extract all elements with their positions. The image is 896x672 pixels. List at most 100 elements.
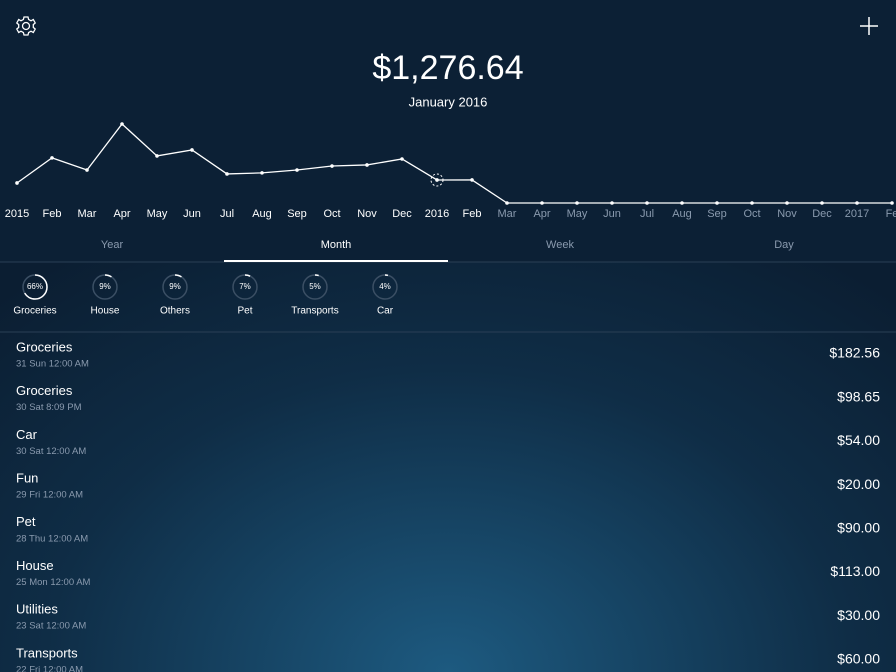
transaction-date: 23 Sat 12:00 AM	[16, 621, 86, 632]
transaction-row[interactable]	[0, 380, 896, 423]
trend-point[interactable]	[365, 163, 369, 167]
transaction-date: 31 Sun 12:00 AM	[16, 359, 89, 370]
timeline-label[interactable]: 2015	[5, 208, 29, 220]
ring-progress[interactable]	[232, 274, 258, 300]
timeline-label[interactable]: Feb	[463, 208, 482, 220]
trend-point[interactable]	[575, 201, 579, 205]
timeline-label[interactable]: Aug	[252, 208, 272, 220]
ring-progress[interactable]	[162, 274, 188, 300]
add-button[interactable]	[860, 17, 878, 35]
timeline-label[interactable]: Sep	[287, 208, 307, 220]
transaction-name: Groceries	[16, 339, 73, 354]
timeline-label[interactable]: Aug	[672, 208, 692, 220]
trend-point[interactable]	[750, 201, 754, 205]
timeline-label[interactable]: Apr	[113, 208, 130, 220]
timeline-label[interactable]: May	[567, 208, 588, 220]
trend-point[interactable]	[225, 172, 229, 176]
transaction-name: Utilities	[16, 602, 58, 617]
ring-label: 5%	[309, 282, 321, 291]
trend-point[interactable]	[540, 201, 544, 205]
trend-point[interactable]	[260, 171, 264, 175]
timeline-label[interactable]: Nov	[357, 208, 377, 220]
transaction-row[interactable]	[0, 642, 896, 672]
header-background	[0, 0, 896, 262]
trend-point[interactable]	[890, 201, 894, 205]
trend-point[interactable]	[190, 148, 194, 152]
timeline-label[interactable]: Jun	[603, 208, 621, 220]
transaction-amount: $60.00	[837, 651, 880, 667]
timeline-label[interactable]: Dec	[392, 208, 412, 220]
timeline-label[interactable]: Jul	[640, 208, 654, 220]
trend-point[interactable]	[15, 181, 19, 185]
period-label: January 2016	[409, 94, 488, 109]
transaction-name: Groceries	[16, 383, 73, 398]
timeline-label[interactable]: Feb	[43, 208, 62, 220]
timeline-label[interactable]: 2016	[425, 208, 449, 220]
transaction-row[interactable]	[0, 336, 896, 379]
ring-label: 9%	[169, 282, 181, 291]
trend-point[interactable]	[680, 201, 684, 205]
timeline-label[interactable]: Oct	[743, 208, 760, 220]
timeline-label[interactable]: Nov	[777, 208, 797, 220]
timeline-label[interactable]: Mar	[78, 208, 97, 220]
trend-point[interactable]	[470, 178, 474, 182]
timeline-label[interactable]: Fe	[886, 208, 896, 220]
tab[interactable]: Month	[321, 239, 352, 251]
trend-point[interactable]	[295, 168, 299, 172]
trend-point[interactable]	[820, 201, 824, 205]
category-name[interactable]: House	[91, 306, 120, 317]
trend-point[interactable]	[400, 157, 404, 161]
ring-label: 7%	[239, 282, 251, 291]
timeline-label[interactable]: May	[147, 208, 168, 220]
selected-marker	[430, 173, 444, 187]
ring-progress[interactable]	[302, 274, 328, 300]
timeline-label[interactable]: Sep	[707, 208, 727, 220]
transaction-name: Pet	[16, 514, 36, 529]
trend-point[interactable]	[435, 178, 439, 182]
tab[interactable]: Week	[546, 239, 574, 251]
ring-progress[interactable]	[22, 274, 48, 300]
category-name[interactable]: Car	[377, 306, 394, 317]
category-name[interactable]: Pet	[237, 306, 252, 317]
settings-button[interactable]	[15, 16, 37, 36]
transaction-row[interactable]	[0, 467, 896, 510]
trend-point[interactable]	[85, 168, 89, 172]
trend-point[interactable]	[855, 201, 859, 205]
transaction-row[interactable]	[0, 598, 896, 641]
timeline-label[interactable]: Jul	[220, 208, 234, 220]
transaction-row[interactable]	[0, 555, 896, 598]
timeline-label[interactable]: Dec	[812, 208, 832, 220]
trend-point[interactable]	[505, 201, 509, 205]
category-name[interactable]: Groceries	[13, 306, 56, 317]
timeline-label[interactable]: Jun	[183, 208, 201, 220]
trend-point[interactable]	[785, 201, 789, 205]
timeline-label[interactable]: Apr	[533, 208, 550, 220]
trend-point[interactable]	[610, 201, 614, 205]
transaction-row[interactable]	[0, 511, 896, 554]
trend-point[interactable]	[120, 122, 124, 126]
transaction-amount: $182.56	[829, 345, 880, 361]
timeline-label[interactable]: Oct	[323, 208, 340, 220]
trend-point[interactable]	[645, 201, 649, 205]
ring-label: 4%	[379, 282, 391, 291]
transaction-amount: $98.65	[837, 388, 880, 404]
ring-progress[interactable]	[92, 274, 118, 300]
ring-progress[interactable]	[372, 274, 398, 300]
trend-point[interactable]	[50, 156, 54, 160]
tab[interactable]: Year	[101, 239, 124, 251]
transaction-date: 22 Fri 12:00 AM	[16, 664, 83, 672]
trend-point[interactable]	[155, 154, 159, 158]
trend-point[interactable]	[715, 201, 719, 205]
transaction-row[interactable]	[0, 423, 896, 466]
trend-line	[16, 123, 892, 204]
category-name[interactable]: Transports	[291, 306, 338, 317]
tab[interactable]: Day	[774, 239, 794, 251]
timeline-label[interactable]: 2017	[845, 208, 869, 220]
transaction-amount: $20.00	[837, 476, 880, 492]
transaction-amount: $54.00	[837, 432, 880, 448]
ring-label: 66%	[27, 282, 43, 291]
category-name[interactable]: Others	[160, 306, 190, 317]
trend-point[interactable]	[330, 164, 334, 168]
timeline-label[interactable]: Mar	[498, 208, 517, 220]
